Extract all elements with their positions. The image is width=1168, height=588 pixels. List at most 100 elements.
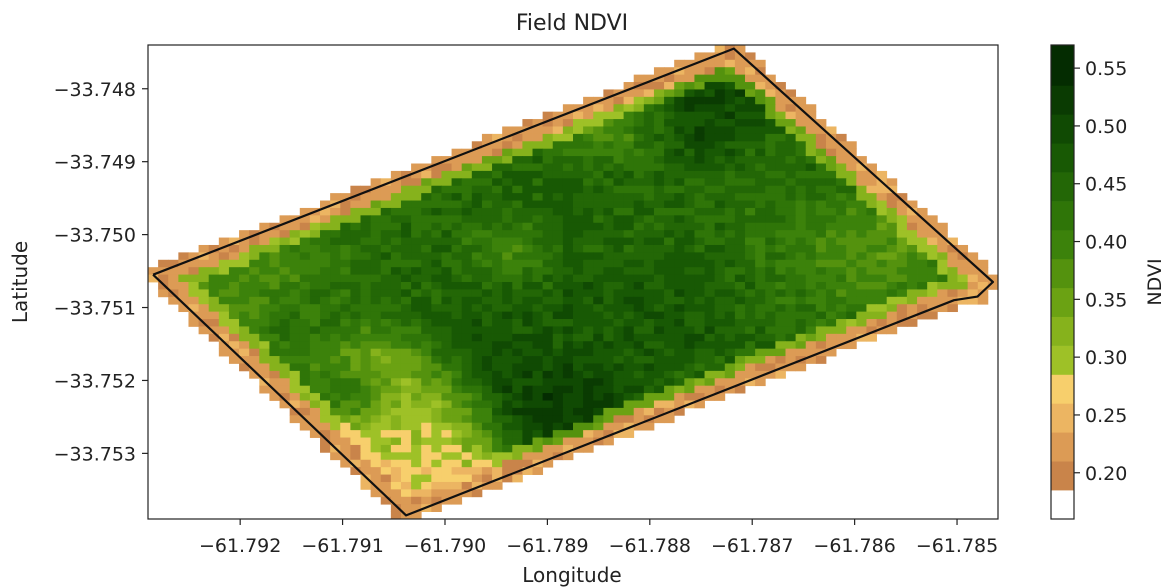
ndvi-cell bbox=[168, 259, 179, 268]
ndvi-cell bbox=[350, 430, 361, 438]
ndvi-cell bbox=[674, 400, 685, 409]
ndvi-cell bbox=[562, 207, 574, 216]
ndvi-cell bbox=[583, 111, 594, 120]
ndvi-cell bbox=[825, 333, 837, 342]
ndvi-cell bbox=[573, 385, 584, 394]
ndvi-cell bbox=[633, 400, 645, 409]
ndvi-cell bbox=[724, 178, 736, 187]
ndvi-cell bbox=[785, 163, 797, 172]
ndvi-cell bbox=[542, 289, 554, 298]
ndvi-cell bbox=[583, 215, 594, 224]
ndvi-cell bbox=[481, 267, 493, 275]
ndvi-cell bbox=[390, 467, 402, 475]
ndvi-cell bbox=[370, 356, 382, 364]
ndvi-cell bbox=[613, 230, 624, 238]
ndvi-cell bbox=[633, 133, 645, 142]
ndvi-cell bbox=[471, 437, 483, 446]
ndvi-cell bbox=[350, 319, 361, 327]
ndvi-cell bbox=[492, 333, 503, 342]
ndvi-cell bbox=[320, 348, 331, 357]
ndvi-cell bbox=[674, 378, 685, 387]
ndvi-cell bbox=[653, 356, 665, 364]
ndvi-cell bbox=[704, 356, 716, 364]
ndvi-cell bbox=[724, 200, 736, 209]
ndvi-cell bbox=[380, 178, 392, 187]
ndvi-cell bbox=[340, 452, 351, 461]
ndvi-cell bbox=[542, 304, 554, 313]
ndvi-cell bbox=[805, 237, 817, 246]
ndvi-cell bbox=[360, 222, 372, 231]
x-axis: −61.792 −61.791 −61.790 −61.789 −61.788 −61.7… bbox=[199, 519, 998, 557]
ndvi-cell bbox=[380, 185, 392, 194]
ndvi-cell bbox=[917, 304, 928, 313]
ndvi-cell bbox=[431, 393, 442, 401]
ndvi-cell bbox=[664, 215, 675, 224]
ndvi-cell bbox=[805, 111, 817, 120]
ndvi-cell bbox=[745, 193, 756, 201]
ndvi-cell bbox=[411, 496, 422, 505]
ndvi-cell bbox=[714, 304, 726, 313]
ndvi-cell bbox=[431, 319, 442, 327]
ndvi-cell bbox=[593, 267, 604, 275]
ndvi-cell bbox=[694, 163, 705, 172]
ndvi-cell bbox=[279, 378, 291, 387]
ndvi-cell bbox=[775, 104, 786, 113]
ndvi-cell bbox=[593, 119, 604, 127]
ndvi-cell bbox=[492, 407, 503, 416]
ndvi-cell bbox=[411, 452, 422, 461]
ndvi-cell bbox=[360, 200, 372, 209]
ndvi-cell bbox=[573, 274, 584, 283]
ndvi-cell bbox=[441, 370, 452, 379]
ndvi-cell bbox=[896, 230, 908, 238]
ndvi-cell bbox=[593, 356, 604, 364]
ndvi-cell bbox=[603, 407, 614, 416]
ndvi-cell bbox=[400, 400, 412, 409]
ndvi-cell bbox=[512, 156, 523, 164]
ndvi-cell bbox=[330, 319, 341, 327]
colorbar-segment bbox=[1051, 432, 1074, 462]
ndvi-cell bbox=[593, 170, 604, 179]
ndvi-cell bbox=[846, 289, 857, 298]
ndvi-cell bbox=[653, 267, 665, 275]
ndvi-cell bbox=[653, 237, 665, 246]
ndvi-cell bbox=[906, 289, 918, 298]
ndvi-cell bbox=[411, 311, 422, 320]
ndvi-cell bbox=[350, 289, 361, 298]
ndvi-cell bbox=[573, 222, 584, 231]
ndvi-cell bbox=[522, 422, 533, 431]
ndvi-cell bbox=[704, 207, 716, 216]
ndvi-cell bbox=[562, 252, 574, 261]
ndvi-cell bbox=[370, 341, 382, 350]
ndvi-cell bbox=[370, 474, 382, 483]
ndvi-cell bbox=[775, 96, 786, 105]
ndvi-cell bbox=[613, 370, 624, 379]
ndvi-cell bbox=[249, 252, 260, 261]
ndvi-cell bbox=[502, 311, 513, 320]
ndvi-cell bbox=[309, 430, 321, 438]
ndvi-cell bbox=[228, 237, 240, 246]
ndvi-cell bbox=[218, 319, 230, 327]
ndvi-cell bbox=[633, 326, 645, 335]
ndvi-cell bbox=[542, 370, 554, 379]
ndvi-cell bbox=[441, 185, 452, 194]
ndvi-cell bbox=[815, 333, 827, 342]
ndvi-cell bbox=[583, 304, 594, 313]
ndvi-cell bbox=[583, 207, 594, 216]
ndvi-cell bbox=[886, 259, 898, 268]
ndvi-cell bbox=[289, 341, 301, 350]
ndvi-cell bbox=[785, 141, 797, 150]
ndvi-cell bbox=[461, 481, 473, 490]
ndvi-cell bbox=[279, 244, 291, 253]
ndvi-cell bbox=[208, 267, 220, 275]
ndvi-cell bbox=[947, 237, 958, 246]
ndvi-cell bbox=[390, 259, 402, 268]
ndvi-cell bbox=[886, 282, 898, 290]
ndvi-cell bbox=[603, 193, 614, 201]
ndvi-cell bbox=[502, 126, 513, 135]
ndvi-cell bbox=[320, 215, 331, 224]
ndvi-cell bbox=[714, 326, 726, 335]
ndvi-cell bbox=[633, 385, 645, 394]
ndvi-cell bbox=[451, 496, 463, 505]
ndvi-cell bbox=[299, 400, 311, 409]
ndvi-cell bbox=[734, 126, 746, 135]
